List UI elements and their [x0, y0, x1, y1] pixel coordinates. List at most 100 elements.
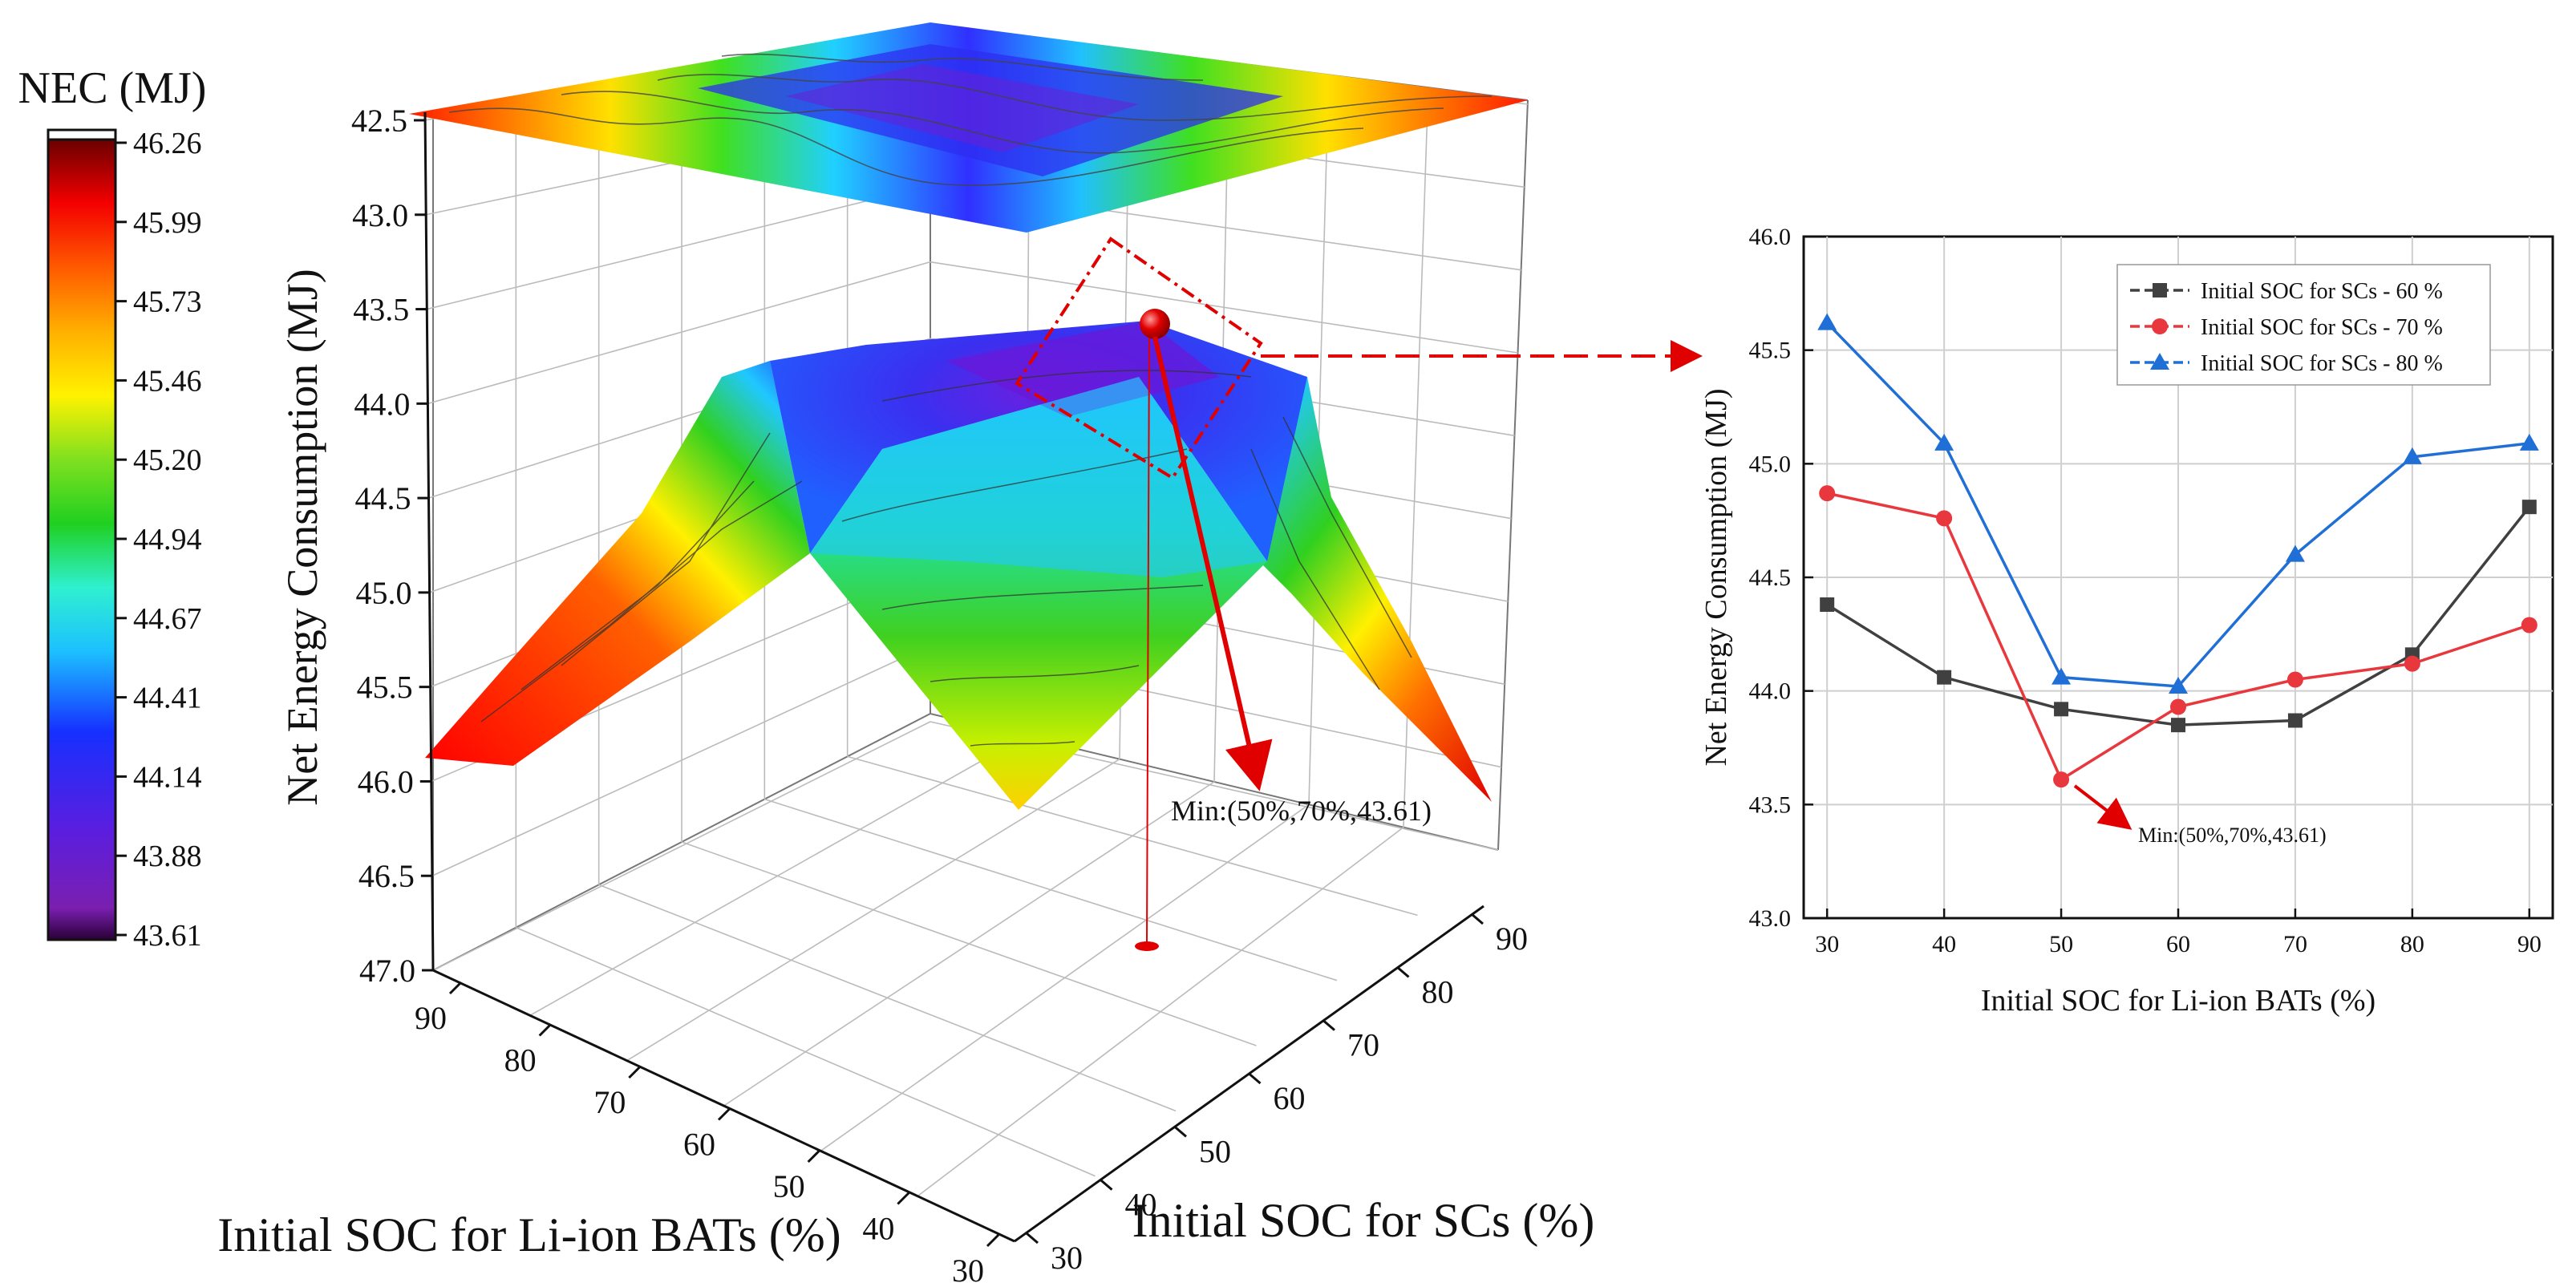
y-tick-mark: [1396, 966, 1410, 978]
data-point: [2521, 617, 2538, 633]
min-annotation-arrow: [2073, 784, 2132, 830]
y-axis-ticks: 30 40 50 60 70 80 90: [1026, 913, 1528, 1276]
y-tick-mark: [1100, 1179, 1113, 1191]
x-tick-mark: [448, 981, 463, 995]
floor-gridline: [847, 755, 1418, 917]
data-point: [2404, 655, 2420, 672]
x-tick-label: 70: [2283, 931, 2307, 957]
data-point: [2170, 698, 2186, 715]
x-tick-mark: [717, 1107, 731, 1121]
colorbar-tick-label: 44.41: [133, 682, 202, 715]
min-arrow: [1152, 336, 1273, 791]
zoom-box-dashdot: [1015, 237, 1263, 480]
surface-cyan-band: [810, 377, 1267, 577]
surface-minimum-region: [946, 321, 1219, 417]
wall-gridline: [432, 721, 931, 971]
z-axis-label: Net Energy Consumption (MJ): [278, 269, 326, 805]
y-tick-label: 40: [1125, 1187, 1157, 1223]
y-tick-mark: [1026, 1232, 1039, 1245]
line-chart-y-label: Net Energy Consumption (MJ): [1699, 388, 1733, 766]
z-tick-label: 46.5: [358, 858, 415, 894]
floor-gridline: [917, 827, 1404, 1197]
y-tick-label: 60: [1274, 1080, 1306, 1116]
wall-gridline: [427, 184, 931, 310]
x-tick-mark: [628, 1065, 642, 1079]
floor-gridlines: [516, 735, 1418, 1197]
data-point: [2286, 671, 2303, 688]
y-tick-label: 43.5: [1749, 791, 1792, 818]
series-2: [1819, 485, 2538, 788]
energy-surface: [425, 321, 1492, 810]
data-point: [1817, 313, 1837, 330]
wall-gridline: [427, 261, 931, 405]
z-axis-ticks: 42.5 43.0 43.5 44.0 44.5 45.0 45.5 46.0 46.5 47.0: [351, 103, 433, 989]
legend-item: Initial SOC for SCs - 80 %: [2130, 351, 2443, 376]
y-tick-label: 70: [1347, 1027, 1379, 1063]
y-tick-label: 44.5: [1749, 565, 1792, 591]
y-tick-mark: [1322, 1019, 1335, 1031]
series-1: [1820, 500, 2537, 733]
colorbar-top-cap: [47, 128, 117, 141]
data-point: [2171, 718, 2185, 733]
legend-label: Initial SOC for SCs - 60 %: [2201, 279, 2443, 304]
y-tick-label: 45.5: [1749, 338, 1792, 364]
y-tick-label: 45.0: [1749, 451, 1792, 477]
colorbar-tick-label: 44.67: [133, 602, 202, 636]
data-point: [2519, 433, 2539, 451]
data-point: [1936, 510, 1953, 527]
data-point: [1937, 670, 1952, 685]
x-tick-label: 60: [2166, 931, 2190, 957]
z-tick-label: 46.0: [358, 763, 414, 799]
x-tick-label: 70: [593, 1084, 626, 1120]
colorbar-tick-label: 43.61: [133, 919, 202, 953]
line-chart-legend: Initial SOC for SCs - 60 % Initial SOC fo…: [2116, 264, 2491, 386]
data-point: [1820, 597, 1835, 612]
data-point: [2287, 713, 2303, 728]
colorbar-tick-label: 43.88: [133, 840, 202, 873]
data-point: [2402, 447, 2422, 464]
x-tick-label: 50: [2049, 931, 2073, 957]
x-tick-label: 30: [952, 1253, 984, 1283]
x-tick-label: 80: [504, 1042, 537, 1079]
colorbar-tick-label: 45.46: [133, 364, 202, 398]
data-point: [2285, 544, 2305, 562]
x-tick-mark: [807, 1149, 820, 1164]
x-tick-label: 40: [862, 1211, 894, 1247]
legend-marker: [2152, 318, 2168, 334]
legend-item: Initial SOC for SCs - 60 %: [2130, 279, 2443, 304]
z-tick-label: 45.5: [357, 670, 413, 706]
x-tick-label: 80: [2400, 931, 2424, 957]
colorbar-tick-label: 45.99: [133, 206, 202, 240]
data-point: [1819, 485, 1836, 502]
y-tick-mark: [1471, 913, 1484, 925]
x-tick-label: 40: [1932, 931, 1956, 957]
z-tick-label: 44.5: [354, 480, 411, 516]
x-tick-label: 90: [415, 1000, 447, 1036]
z-tick-label: 43.5: [353, 292, 409, 328]
floor-gridline: [681, 841, 1257, 1046]
z-axis-line: [423, 111, 435, 971]
colorbar-tick-label: 46.26: [133, 127, 202, 160]
line-chart-x-ticks: 30 40 50 60 70 80 90: [1815, 909, 2542, 957]
y-tick-label: 46.0: [1749, 224, 1792, 250]
y-tick-label: 30: [1051, 1240, 1083, 1276]
floor-gridline: [820, 803, 1310, 1151]
z-tick-label: 42.5: [351, 103, 407, 139]
x-tick-mark: [897, 1192, 910, 1205]
y-tick-label: 50: [1199, 1133, 1231, 1169]
data-point: [2053, 771, 2070, 788]
line-chart-x-label: Initial SOC for Li-ion BATs (%): [1981, 984, 2376, 1018]
data-point: [1934, 433, 1954, 451]
min-floor-marker: [1135, 941, 1159, 951]
z-tick-label: 47.0: [359, 953, 415, 989]
x-tick-label: 30: [1815, 931, 1839, 957]
legend-marker: [2153, 283, 2167, 297]
colorbar-tick-label: 45.20: [133, 443, 202, 477]
x-axis-label: Initial SOC for Li-ion BATs (%): [217, 1208, 840, 1261]
y-axis-label: Initial SOC for SCs (%): [1132, 1194, 1595, 1247]
y-tick-mark: [1174, 1126, 1187, 1138]
x-axis-line: [432, 969, 1015, 1243]
line-chart-min-annotation: Min:(50%,70%,43.61): [2073, 784, 2327, 847]
y-tick-mark: [1248, 1072, 1262, 1085]
colorbar-tick-label: 44.94: [133, 523, 202, 557]
